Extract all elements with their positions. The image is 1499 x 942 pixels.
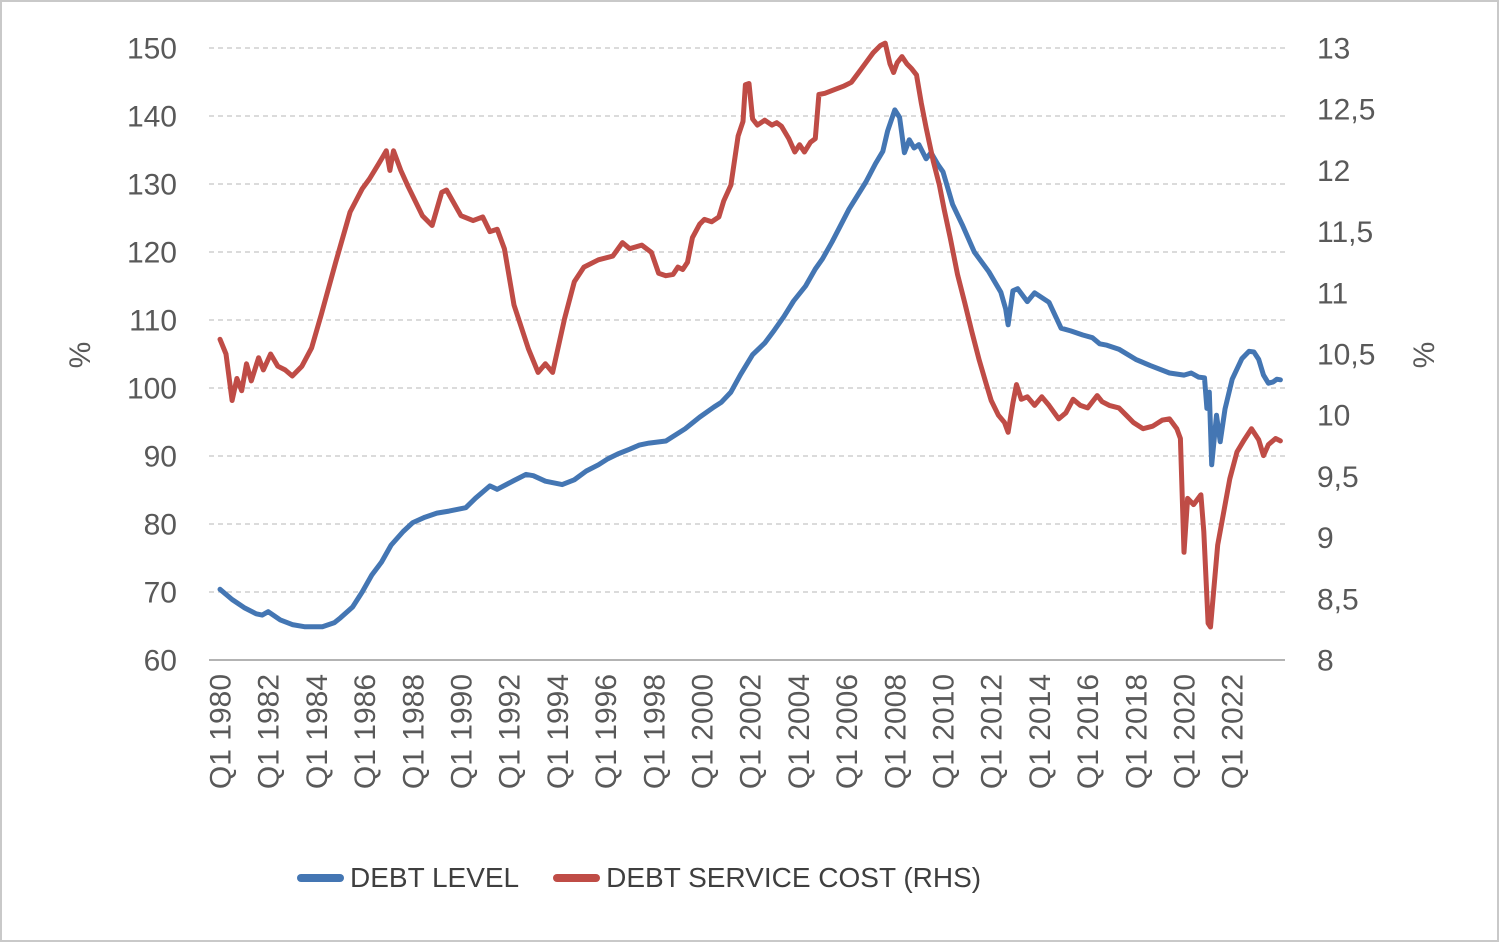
x-axis-tick-label: Q1 2004 [783,674,816,789]
x-axis-tick-label: Q1 1994 [542,674,575,789]
x-axis-tick-label: Q1 2006 [831,674,864,789]
left-axis-tick-label: 60 [144,645,177,678]
x-axis-tick-label: Q1 1986 [349,674,382,789]
right-axis-tick-label: 13 [1317,33,1350,66]
left-axis-tick-label: 80 [144,509,177,542]
right-axis-tick-labels: 13 12,5 12 11,5 11 10,5 10 9,5 9 8,5 8 [1317,33,1375,678]
right-axis-tick-label: 12,5 [1317,94,1375,127]
x-axis-tick-label: Q1 1982 [253,674,286,789]
x-axis-tick-label: Q1 2008 [879,674,912,789]
right-axis-tick-label: 11 [1317,277,1348,310]
legend-label-debt-service-cost: DEBT SERVICE COST (RHS) [606,862,982,893]
x-axis-tick-labels: Q1 1980 Q1 1982 Q1 1984 Q1 1986 Q1 1988 Q1 19… [205,674,1250,789]
x-axis-tick-label: Q1 2010 [928,674,961,789]
debt-level-swatch-icon [297,874,344,882]
series-layer [217,40,1283,630]
left-axis-tick-label: 90 [144,441,177,474]
x-axis-tick-label: Q1 2000 [687,674,720,789]
x-axis-tick-label: Q1 2022 [1217,674,1250,789]
debt-level-line [217,107,1283,630]
gridlines-layer [209,47,1285,661]
legend-label-debt-level: DEBT LEVEL [350,862,520,893]
left-axis-tick-label: 140 [127,101,177,134]
x-axis-tick-label: Q1 2014 [1024,674,1057,789]
right-axis-tick-label: 9 [1317,522,1334,555]
x-axis-tick-label: Q1 2012 [976,674,1009,789]
right-axis-tick-label: 12 [1317,155,1350,188]
x-axis-tick-label: Q1 1990 [446,674,479,789]
right-axis-title: % [1408,342,1441,369]
x-axis-tick-label: Q1 1980 [205,674,238,789]
x-axis-tick-label: Q1 2016 [1072,674,1105,789]
left-axis-tick-label: 120 [127,237,177,270]
left-axis-tick-label: 70 [144,577,177,610]
x-axis-tick-label: Q1 2018 [1120,674,1153,789]
legend: DEBT LEVEL DEBT SERVICE COST (RHS) [297,862,981,894]
x-axis-tick-label: Q1 1992 [494,674,527,789]
x-axis-tick-label: Q1 1996 [590,674,623,789]
x-axis-tick-label: Q1 1998 [638,674,671,789]
right-axis-tick-label: 11,5 [1317,216,1373,249]
left-axis-tick-label: 130 [127,169,177,202]
x-axis-tick-label: Q1 1984 [301,674,334,789]
right-axis-tick-label: 8,5 [1317,583,1359,616]
legend-item-debt-level[interactable]: DEBT LEVEL [297,862,519,894]
left-axis-tick-label: 150 [127,33,177,66]
debt-service-cost-swatch-icon [553,874,601,882]
right-axis-tick-label: 9,5 [1317,461,1359,494]
left-axis-tick-label: 100 [127,373,177,406]
legend-item-debt-service-cost[interactable]: DEBT SERVICE COST (RHS) [553,862,981,894]
x-axis-tick-label: Q1 1988 [397,674,430,789]
left-axis-title: % [64,342,97,369]
right-axis-tick-label: 10 [1317,400,1350,433]
x-axis-tick-label: Q1 2020 [1169,674,1202,789]
left-axis-tick-label: 110 [129,305,177,338]
x-axis-tick-label: Q1 2002 [735,674,768,789]
debt-service-cost-line [217,40,1283,630]
right-axis-tick-label: 8 [1317,645,1334,678]
right-axis-tick-label: 10,5 [1317,339,1375,372]
left-axis-tick-labels: 150 140 130 120 110 100 90 80 70 60 [127,33,177,678]
